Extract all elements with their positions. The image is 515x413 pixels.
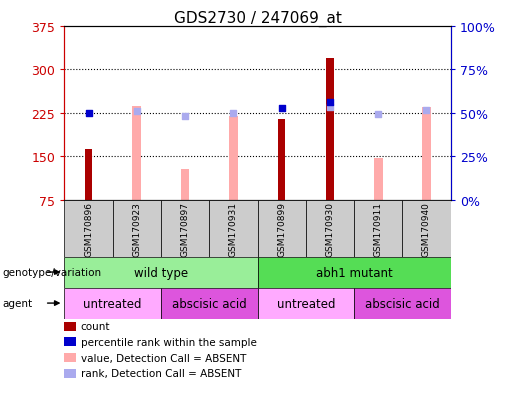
Point bbox=[133, 108, 141, 114]
Point bbox=[422, 107, 431, 114]
Bar bbox=[161, 288, 258, 319]
Text: wild type: wild type bbox=[134, 266, 188, 279]
Text: abscisic acid: abscisic acid bbox=[172, 297, 247, 310]
Bar bbox=[181, 170, 190, 200]
Point bbox=[326, 100, 334, 107]
Point bbox=[84, 110, 93, 117]
Point bbox=[229, 110, 237, 117]
Text: percentile rank within the sample: percentile rank within the sample bbox=[81, 337, 257, 347]
Bar bbox=[64, 200, 113, 257]
Bar bbox=[374, 159, 383, 200]
Bar bbox=[113, 200, 161, 257]
Point bbox=[278, 105, 286, 112]
Bar bbox=[258, 288, 354, 319]
Text: abh1 mutant: abh1 mutant bbox=[316, 266, 392, 279]
Bar bbox=[306, 200, 354, 257]
Text: untreated: untreated bbox=[277, 297, 335, 310]
Bar bbox=[258, 257, 451, 288]
Bar bbox=[422, 108, 431, 200]
Text: abscisic acid: abscisic acid bbox=[365, 297, 440, 310]
Text: GSM170931: GSM170931 bbox=[229, 201, 238, 256]
Text: GSM170899: GSM170899 bbox=[277, 201, 286, 256]
Text: GSM170896: GSM170896 bbox=[84, 201, 93, 256]
Text: GSM170911: GSM170911 bbox=[374, 201, 383, 256]
Bar bbox=[85, 150, 92, 200]
Text: GDS2730 / 247069_at: GDS2730 / 247069_at bbox=[174, 10, 341, 26]
Text: genotype/variation: genotype/variation bbox=[3, 267, 101, 278]
Text: value, Detection Call = ABSENT: value, Detection Call = ABSENT bbox=[81, 353, 246, 363]
Bar bbox=[327, 59, 334, 200]
Bar bbox=[161, 200, 209, 257]
Point bbox=[326, 104, 334, 111]
Bar bbox=[354, 288, 451, 319]
Point bbox=[374, 112, 382, 118]
Bar bbox=[64, 288, 161, 319]
Bar bbox=[354, 200, 402, 257]
Bar bbox=[278, 119, 285, 200]
Bar bbox=[402, 200, 451, 257]
Bar bbox=[209, 200, 258, 257]
Text: agent: agent bbox=[3, 298, 32, 309]
Text: rank, Detection Call = ABSENT: rank, Detection Call = ABSENT bbox=[81, 368, 241, 378]
Point bbox=[181, 113, 189, 120]
Text: count: count bbox=[81, 321, 110, 331]
Bar bbox=[132, 107, 141, 200]
Text: untreated: untreated bbox=[83, 297, 142, 310]
Bar bbox=[64, 257, 258, 288]
Bar bbox=[258, 200, 306, 257]
Text: GSM170897: GSM170897 bbox=[181, 201, 190, 256]
Bar bbox=[229, 116, 238, 200]
Text: GSM170923: GSM170923 bbox=[132, 201, 141, 256]
Text: GSM170940: GSM170940 bbox=[422, 201, 431, 256]
Text: GSM170930: GSM170930 bbox=[325, 201, 334, 256]
